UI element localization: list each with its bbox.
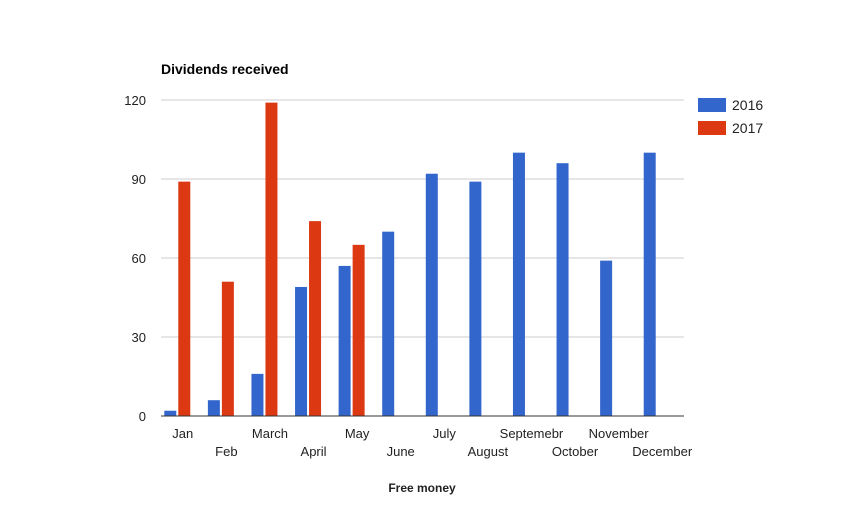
y-tick-labels: 0 30 60 90 120 [124,93,146,424]
bar-2017-april [309,221,322,416]
bar-2016-feb [207,400,220,416]
y-tick-label: 90 [132,172,146,187]
bar-2016-november [600,260,613,416]
bar-2016-may [338,265,351,416]
bar-2017-may [352,244,365,416]
x-tick-label: August [468,444,509,459]
chart-title: Dividends received [161,61,289,77]
bars [164,102,656,416]
x-tick-label: Jan [172,426,193,441]
x-tick-label: Septemebr [500,426,564,441]
x-axis-title: Free money [388,481,456,495]
y-tick-label: 60 [132,251,146,266]
bar-2016-septemebr [512,152,525,416]
bar-2016-jan [164,410,177,416]
x-tick-label: December [632,444,693,459]
legend-swatch-2017 [698,121,726,135]
y-tick-label: 0 [139,409,146,424]
bar-2016-april [295,286,308,416]
bar-2016-august [469,181,482,416]
legend-swatch-2016 [698,98,726,112]
bar-2017-march [265,102,278,416]
legend-label-2016: 2016 [732,97,763,113]
y-tick-label: 120 [124,93,146,108]
x-tick-label: June [387,444,415,459]
x-tick-label: May [345,426,370,441]
y-tick-label: 30 [132,330,146,345]
x-tick-label: July [433,426,457,441]
x-tick-label: March [252,426,288,441]
x-tick-label: April [301,444,327,459]
legend: 2016 2017 [698,97,763,136]
bar-2016-october [556,163,569,416]
bar-2016-march [251,373,264,416]
bar-2017-feb [221,281,234,416]
bar-2016-december [643,152,656,416]
x-tick-labels: Jan Feb March April May June July August Septeme… [172,426,693,459]
bar-2016-june [382,231,395,416]
bar-2017-jan [178,181,191,416]
x-tick-label: November [589,426,650,441]
bar-2016-july [425,173,438,416]
x-tick-label: October [552,444,599,459]
x-tick-label: Feb [215,444,237,459]
gridlines [161,99,684,338]
legend-label-2017: 2017 [732,120,763,136]
